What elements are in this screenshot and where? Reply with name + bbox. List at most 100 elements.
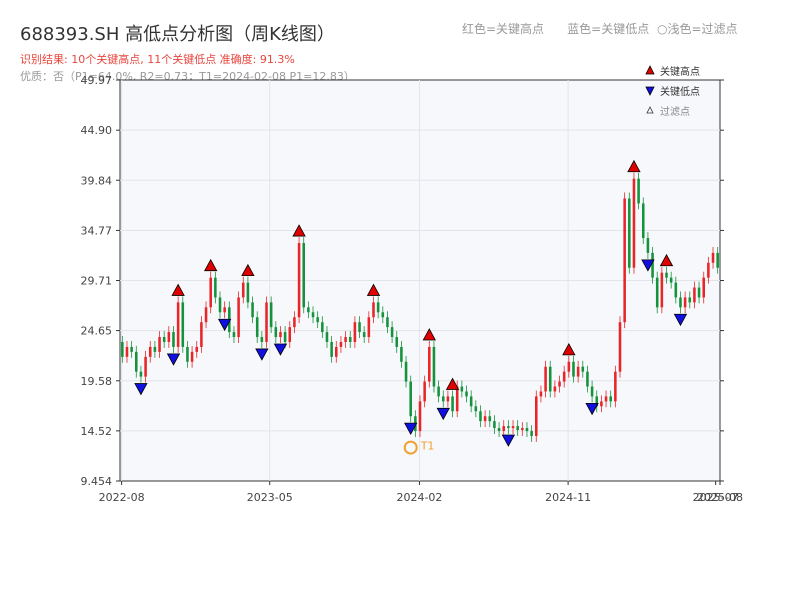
- y-axis: 9.454 14.52 19.58 24.65 29.71 34.77 39.84 44.90…: [81, 74, 724, 488]
- candle-body: [497, 428, 501, 432]
- candle-body: [372, 302, 375, 318]
- y-tick-label: 24.65: [81, 325, 113, 338]
- candle-body: [697, 287, 701, 298]
- candle-body: [246, 282, 250, 303]
- key-low-marker: [134, 383, 148, 396]
- candle-body: [572, 361, 575, 377]
- candle-body: [651, 252, 654, 278]
- candle-body: [507, 426, 510, 429]
- candle-body: [293, 317, 296, 328]
- candle-body: [362, 332, 366, 338]
- grid: [120, 80, 720, 481]
- legend-low-marker: [645, 86, 655, 96]
- candle-body: [525, 428, 529, 432]
- key-low-marker: [501, 434, 516, 447]
- candle-body: [441, 396, 445, 402]
- candle-body: [521, 428, 524, 431]
- candle-body: [446, 396, 450, 402]
- candle-body: [707, 262, 710, 278]
- candle-body: [181, 302, 185, 347]
- candle-body: [702, 277, 705, 298]
- top-legend: 红色=关键高点 蓝色=关键低点 ○浅色=过滤点: [462, 20, 742, 37]
- candle-body: [348, 337, 352, 342]
- candle-body: [158, 337, 161, 352]
- candle-body: [339, 341, 343, 347]
- candle-body: [428, 346, 431, 382]
- candle-body: [307, 307, 310, 313]
- candle-body: [688, 297, 692, 303]
- candle-body: [423, 381, 426, 402]
- candle-body: [483, 416, 487, 422]
- candle-body: [400, 346, 403, 362]
- result-summary: 识别结果: 10个关键高点, 11个关键低点 准确度: 91.3%: [20, 53, 295, 66]
- key-high-marker: [445, 377, 460, 390]
- candle-body: [567, 361, 571, 372]
- y-tick-label: 19.58: [81, 375, 113, 388]
- x-tick-label: 2024-02: [396, 491, 442, 504]
- key-high-marker: [241, 263, 255, 277]
- candle-body: [186, 346, 189, 362]
- candle-body: [214, 277, 217, 298]
- candle-body: [321, 322, 324, 333]
- candle-body: [595, 396, 599, 407]
- legend-filtered-label: 过滤点: [660, 105, 690, 118]
- key-low-marker: [273, 343, 288, 356]
- candle-body: [469, 396, 473, 407]
- key-low-marker: [436, 407, 450, 421]
- candle-body: [302, 243, 305, 308]
- candles: [121, 172, 719, 442]
- y-tick-label: 39.84: [81, 174, 113, 187]
- candle-body: [162, 337, 166, 342]
- candle-body: [125, 346, 129, 357]
- candle-body: [274, 327, 278, 338]
- candle-body: [581, 366, 585, 372]
- candle-body: [716, 252, 719, 268]
- candle-body: [558, 381, 561, 387]
- x-tick-label: 2025-07: [693, 491, 739, 504]
- candle-body: [548, 366, 552, 392]
- candle-body: [460, 386, 464, 392]
- candle-body: [148, 346, 152, 357]
- candle-body: [474, 406, 478, 412]
- y-tick-label: 14.52: [81, 425, 113, 438]
- y-tick-label: 29.71: [81, 275, 113, 288]
- t1-circle: [403, 440, 418, 455]
- candle-body: [358, 322, 361, 333]
- candle-body: [655, 277, 659, 308]
- plot-legend: 关键高点 关键低点 过滤点: [645, 65, 700, 118]
- candle-body: [683, 297, 687, 308]
- candle-body: [176, 302, 180, 347]
- candle-body: [493, 421, 496, 429]
- key-low-marker: [641, 259, 655, 272]
- candle-body: [604, 396, 608, 402]
- candle-body: [614, 371, 617, 402]
- candle-body: [353, 322, 357, 342]
- candle-body: [316, 317, 319, 323]
- candle-body: [455, 386, 459, 412]
- candle-body: [223, 307, 226, 313]
- candle-body: [404, 361, 408, 382]
- candle-body: [618, 322, 622, 372]
- candle-body: [544, 366, 547, 392]
- key-low-marker: [404, 422, 418, 435]
- candle-body: [279, 332, 282, 338]
- key-low-marker: [585, 402, 599, 416]
- key-low-marker: [673, 313, 688, 327]
- candle-body: [269, 302, 273, 328]
- candle-body: [190, 351, 194, 362]
- candle-body: [632, 178, 636, 268]
- candle-body: [637, 178, 640, 204]
- key-low-marker: [255, 348, 269, 361]
- candle-body: [553, 386, 557, 392]
- candle-body: [344, 337, 347, 342]
- candle-body: [167, 332, 171, 342]
- candle-body: [139, 371, 143, 377]
- x-tick-label: 2023-05: [247, 491, 293, 504]
- candle-body: [437, 386, 440, 397]
- legend-filtered-marker: [646, 106, 654, 114]
- candle-body: [390, 327, 394, 338]
- candle-body: [451, 396, 454, 412]
- candle-body: [693, 287, 696, 303]
- y-tick-label: 49.97: [81, 74, 113, 87]
